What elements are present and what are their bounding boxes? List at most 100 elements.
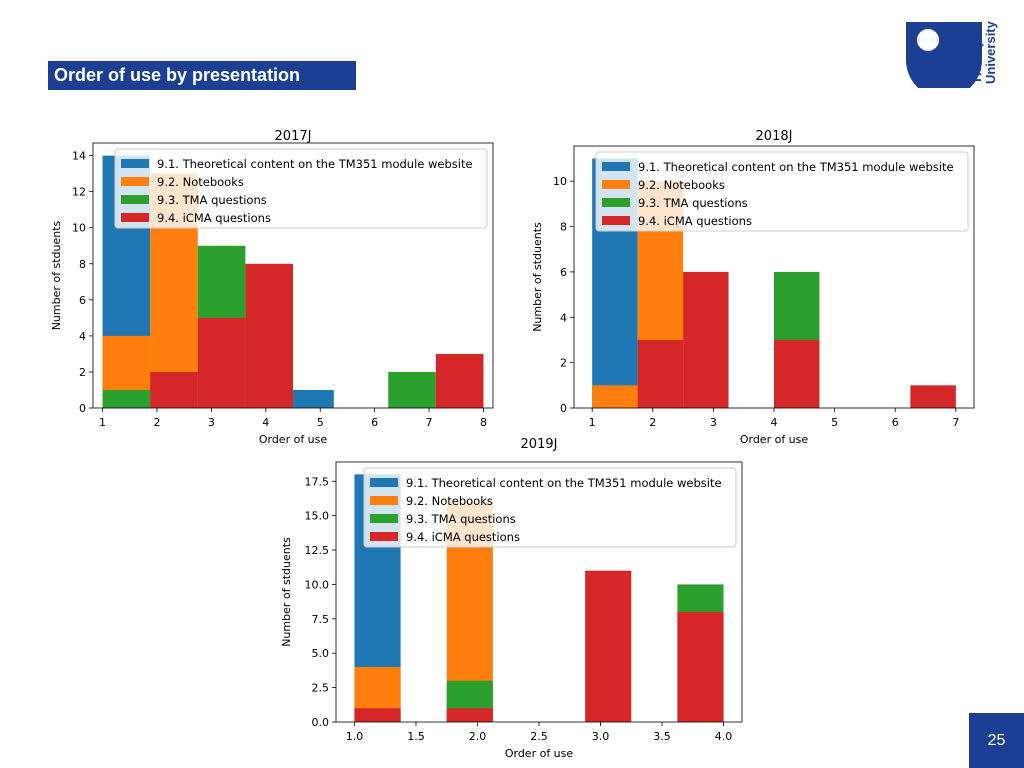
bar	[197, 317, 246, 408]
y-tick-label: 15.0	[305, 510, 330, 523]
y-tick-label: 2.5	[312, 682, 330, 695]
legend-label: 9.2. Notebooks	[638, 178, 725, 192]
y-axis-label: Number of stduents	[50, 220, 63, 330]
legend-swatch	[370, 514, 398, 523]
legend-label: 9.3. TMA questions	[157, 193, 267, 207]
x-tick-label: 2.5	[530, 730, 548, 743]
bar	[683, 271, 729, 408]
legend-label: 9.2. Notebooks	[157, 175, 244, 189]
bar	[677, 611, 724, 722]
x-tick-label: 2.0	[469, 730, 487, 743]
x-tick-label: 2	[153, 416, 160, 429]
x-tick-label: 7	[426, 416, 433, 429]
x-axis-label: Order of use	[259, 433, 328, 446]
x-tick-label: 1	[99, 416, 106, 429]
legend: 9.1. Theoretical content on the TM351 mo…	[114, 148, 488, 229]
x-tick-label: 8	[480, 416, 487, 429]
bar	[293, 389, 334, 408]
y-tick-label: 0	[79, 402, 86, 415]
y-tick-label: 6	[560, 266, 567, 279]
legend-swatch	[370, 496, 398, 505]
chart-2018j: 1 2 3 4 5 6 7 0 2 4 6 8 10 2018J Order of use Number of…	[531, 129, 975, 446]
legend-swatch	[602, 162, 630, 171]
legend-label: 9.4. iCMA questions	[406, 530, 520, 544]
y-tick-label: 2	[79, 366, 86, 379]
bar	[585, 570, 632, 722]
page-number: 25	[969, 713, 1024, 768]
y-tick-label: 8	[560, 221, 567, 234]
chart-2019j: 1.0 1.5 2.0 2.5 3.0 3.5 4.0 0.0 2.5 5.0 7.5 10.0 12.…	[280, 437, 743, 760]
legend-box	[114, 148, 488, 229]
y-tick-label: 2	[560, 357, 567, 370]
chart-title: 2019J	[521, 437, 558, 452]
x-tick-label: 7	[952, 416, 959, 429]
y-tick-label: 10.0	[305, 578, 330, 591]
x-tick-label: 3.5	[653, 730, 671, 743]
y-tick-label: 0	[560, 402, 567, 415]
legend-swatch	[121, 177, 149, 186]
legend-swatch	[121, 159, 149, 168]
y-tick-label: 12	[72, 186, 86, 199]
y-tick-label: 10	[72, 222, 86, 235]
y-axis-label: Number of stduents	[280, 537, 293, 647]
y-tick-label: 12.5	[305, 544, 330, 557]
bar	[446, 708, 493, 722]
legend-label: 9.1. Theoretical content on the TM351 mo…	[406, 476, 722, 490]
open-university-logo: The Open University	[906, 20, 998, 88]
y-tick-label: 4	[79, 330, 86, 343]
legend-swatch	[121, 213, 149, 222]
legend-label: 9.1. Theoretical content on the TM351 mo…	[157, 157, 473, 171]
x-tick-label: 1.5	[407, 730, 425, 743]
slide-title: Order of use by presentation	[48, 61, 356, 90]
logo-text-line-1: The Open	[969, 24, 984, 84]
legend-swatch	[370, 532, 398, 541]
chart-title: 2018J	[756, 129, 793, 144]
plot-frame	[92, 142, 494, 409]
y-tick-label: 0.0	[312, 716, 330, 729]
legend-swatch	[602, 198, 630, 207]
y-tick-label: 6	[79, 294, 86, 307]
bar	[910, 385, 956, 408]
y-tick-label: 8	[79, 258, 86, 271]
x-tick-label: 3	[208, 416, 215, 429]
x-tick-label: 4	[771, 416, 778, 429]
bar	[592, 385, 638, 408]
legend-swatch	[602, 216, 630, 225]
y-tick-label: 10	[553, 175, 567, 188]
legend: 9.1. Theoretical content on the TM351 mo…	[595, 151, 969, 232]
x-tick-label: 3.0	[592, 730, 610, 743]
y-tick-label: 4	[560, 311, 567, 324]
legend-label: 9.1. Theoretical content on the TM351 mo…	[638, 160, 954, 174]
x-tick-label: 6	[892, 416, 899, 429]
legend-label: 9.4. iCMA questions	[157, 211, 271, 225]
x-tick-label: 4.0	[715, 730, 733, 743]
logo-circle-icon	[917, 29, 939, 51]
x-axis-label: Order of use	[505, 747, 574, 760]
legend-swatch	[370, 478, 398, 487]
legend: 9.1. Theoretical content on the TM351 mo…	[363, 467, 737, 548]
x-tick-label: 1.0	[346, 730, 364, 743]
bar	[774, 339, 820, 408]
bar	[388, 371, 436, 408]
y-tick-label: 14	[72, 150, 86, 163]
x-axis-label: Order of use	[740, 433, 809, 446]
x-tick-label: 1	[589, 416, 596, 429]
bar	[102, 389, 151, 408]
legend-box	[363, 467, 737, 548]
x-tick-label: 5	[317, 416, 324, 429]
x-tick-label: 4	[262, 416, 269, 429]
bar	[245, 263, 293, 408]
legend-label: 9.2. Notebooks	[406, 494, 493, 508]
chart-title: 2017J	[275, 129, 312, 144]
x-tick-label: 6	[371, 416, 378, 429]
bar	[637, 339, 684, 408]
x-tick-label: 3	[710, 416, 717, 429]
y-tick-label: 5.0	[312, 647, 330, 660]
y-tick-label: 7.5	[312, 613, 330, 626]
legend-swatch	[602, 180, 630, 189]
x-tick-label: 5	[831, 416, 838, 429]
legend-box	[595, 151, 969, 232]
legend-swatch	[121, 195, 149, 204]
